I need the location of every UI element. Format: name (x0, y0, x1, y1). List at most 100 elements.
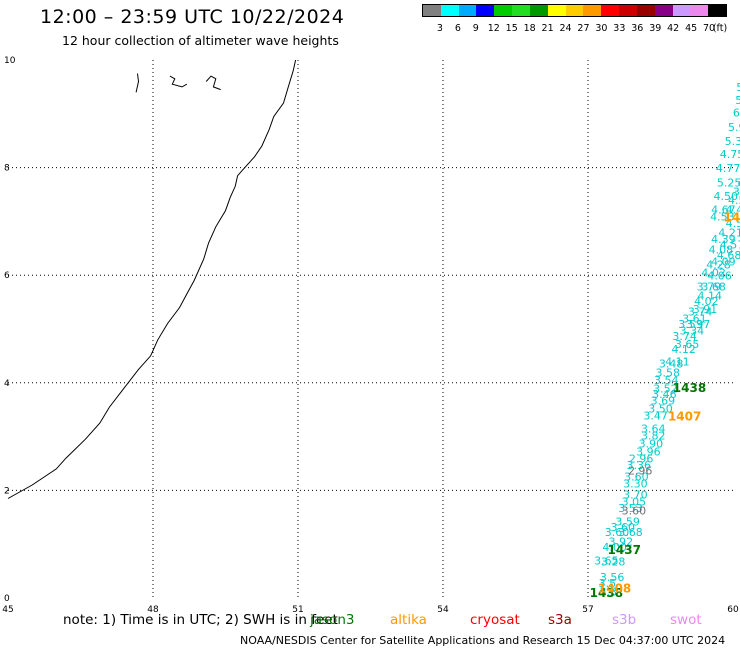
color-swatch (494, 5, 513, 16)
color-swatch (672, 5, 691, 16)
color-swatches (422, 4, 727, 17)
wave-height-label: 4.50 (714, 190, 739, 203)
color-scale-ticks: 3 6 9 12 15 18 21 24 27 30 33 36 39 42 45 70 (ft) (422, 23, 740, 35)
color-scale-tick: (ft) (712, 23, 728, 34)
wave-height-label: 3.90 (639, 437, 664, 450)
wave-height-label: 3.54 (654, 374, 679, 387)
wave-height-label: 3.65 (594, 555, 619, 568)
coastline (7, 59, 297, 499)
color-scale-bar: 3 6 9 12 15 18 21 24 27 30 33 36 39 42 45 70 (ft) (422, 4, 727, 34)
color-swatch (708, 5, 727, 16)
wave-height-label: 3.96 (636, 445, 661, 458)
color-scale-tick: 36 (631, 23, 644, 34)
color-swatch (423, 5, 441, 16)
wave-height-label: 3.30 (623, 478, 648, 491)
wave-height-label: 3.50 (648, 402, 673, 415)
wave-height-label: 3.70 (623, 488, 648, 501)
color-swatch (458, 5, 477, 16)
pass-time-label: 1407 (668, 409, 701, 423)
color-scale-tick: 33 (613, 23, 626, 34)
color-scale-tick: 12 (487, 23, 500, 34)
color-swatch (601, 5, 620, 16)
wave-height-label: 3.52 (653, 382, 678, 395)
wave-height-label: 5.25 (717, 176, 740, 189)
wave-height-label: 4.02 (701, 266, 726, 279)
wave-height-label: 3.28 (601, 556, 626, 569)
wave-height-label: 5.99 (735, 94, 740, 107)
wave-height-label: 5.93 (728, 121, 740, 134)
pass-time-label: 1406 (724, 210, 740, 224)
wave-height-label: 6.39 (733, 106, 740, 119)
pass-time-label: 1438 (673, 381, 706, 395)
wave-height-label: 3.46 (652, 388, 677, 401)
wave-height-label: 3.53 (618, 502, 643, 515)
wave-height-label: 4.53 (710, 210, 735, 223)
wave-height-label: 4.68 (717, 249, 740, 262)
color-scale-tick: 3 (436, 23, 443, 34)
wave-height-label: 3.64 (641, 422, 666, 435)
wave-height-label: 4.12 (671, 343, 696, 356)
y-tick-label: 6 (4, 271, 10, 281)
y-tick-label: 8 (4, 164, 10, 174)
color-scale-tick: 39 (649, 23, 662, 34)
color-scale-tick: 30 (595, 23, 608, 34)
legend-cryosat: cryosat (470, 612, 520, 628)
wave-height-label: 4.57 (720, 238, 740, 251)
color-swatch (636, 5, 655, 16)
legend-swot: swot (670, 612, 702, 628)
legend-altika: altika (390, 612, 427, 628)
wave-height-label: 3.68 (701, 280, 726, 293)
wave-height-label: 4.14 (698, 289, 723, 302)
units-note: note: 1) Time is in UTC; 2) SWH is in fe… (63, 612, 338, 628)
pass-time-label: 1438 (590, 586, 623, 600)
wave-height-label: 3.65 (675, 338, 700, 351)
wave-height-label: 3.58 (656, 366, 681, 379)
color-scale-tick: 6 (454, 23, 461, 34)
color-swatch (565, 5, 584, 16)
color-swatch (440, 5, 459, 16)
wave-height-label: 3.53 (678, 318, 703, 331)
wave-height-label: 3.60 (605, 526, 630, 539)
wave-height-label: 3.48 (659, 358, 684, 371)
wave-height-label: 4.09 (711, 256, 736, 269)
page-subtitle: 12 hour collection of altimeter wave hei… (62, 33, 339, 48)
x-tick-label: 45 (2, 605, 13, 615)
color-scale-tick: 45 (685, 23, 698, 34)
y-tick-label: 4 (4, 379, 10, 389)
y-tick-label: 2 (4, 486, 10, 496)
y-tick-label: 10 (4, 56, 16, 66)
color-scale-tick: 21 (541, 23, 554, 34)
x-tick-label: 60 (727, 605, 739, 615)
wave-height-label: 4.67 (711, 203, 736, 216)
wave-height-label: 3.74 (688, 306, 713, 319)
x-tick-label: 57 (582, 605, 593, 615)
wave-height-label: 3.68 (618, 526, 643, 539)
page-title: 12:00 – 23:59 UTC 10/22/2024 (40, 6, 345, 28)
wave-height-label: 4.49 (726, 203, 740, 216)
wave-height-label: 4.39 (711, 233, 736, 246)
wave-height-label: 2.96 (628, 464, 653, 477)
wave-height-label: 3.92 (609, 535, 634, 548)
wave-height-label: 4.08 (709, 244, 734, 257)
wave-height-label: 3.82 (641, 429, 666, 442)
wave-height-label: 3.05 (622, 495, 647, 508)
legend-s3b: s3b (612, 612, 637, 628)
color-scale-tick: 70 (703, 23, 716, 34)
wave-height-label: 3.59 (615, 515, 640, 528)
color-swatch (512, 5, 530, 16)
wave-height-label: 3.47 (643, 409, 668, 422)
color-swatch (690, 5, 709, 16)
island-outline (205, 75, 221, 91)
wave-height-label: 5.13 (736, 81, 740, 94)
legend-s3a: s3a (548, 612, 572, 628)
wave-height-label: 3.74 (672, 330, 697, 343)
color-swatch (619, 5, 637, 16)
island-outline (169, 75, 188, 88)
x-tick-label: 48 (147, 605, 159, 615)
wave-height-label: 3.60 (624, 471, 649, 484)
wave-height-label: 3.79 (697, 280, 722, 293)
wave-height-label: 3.3 (600, 585, 618, 598)
wave-height-label: 4.21 (718, 226, 740, 239)
color-swatch (529, 5, 548, 16)
